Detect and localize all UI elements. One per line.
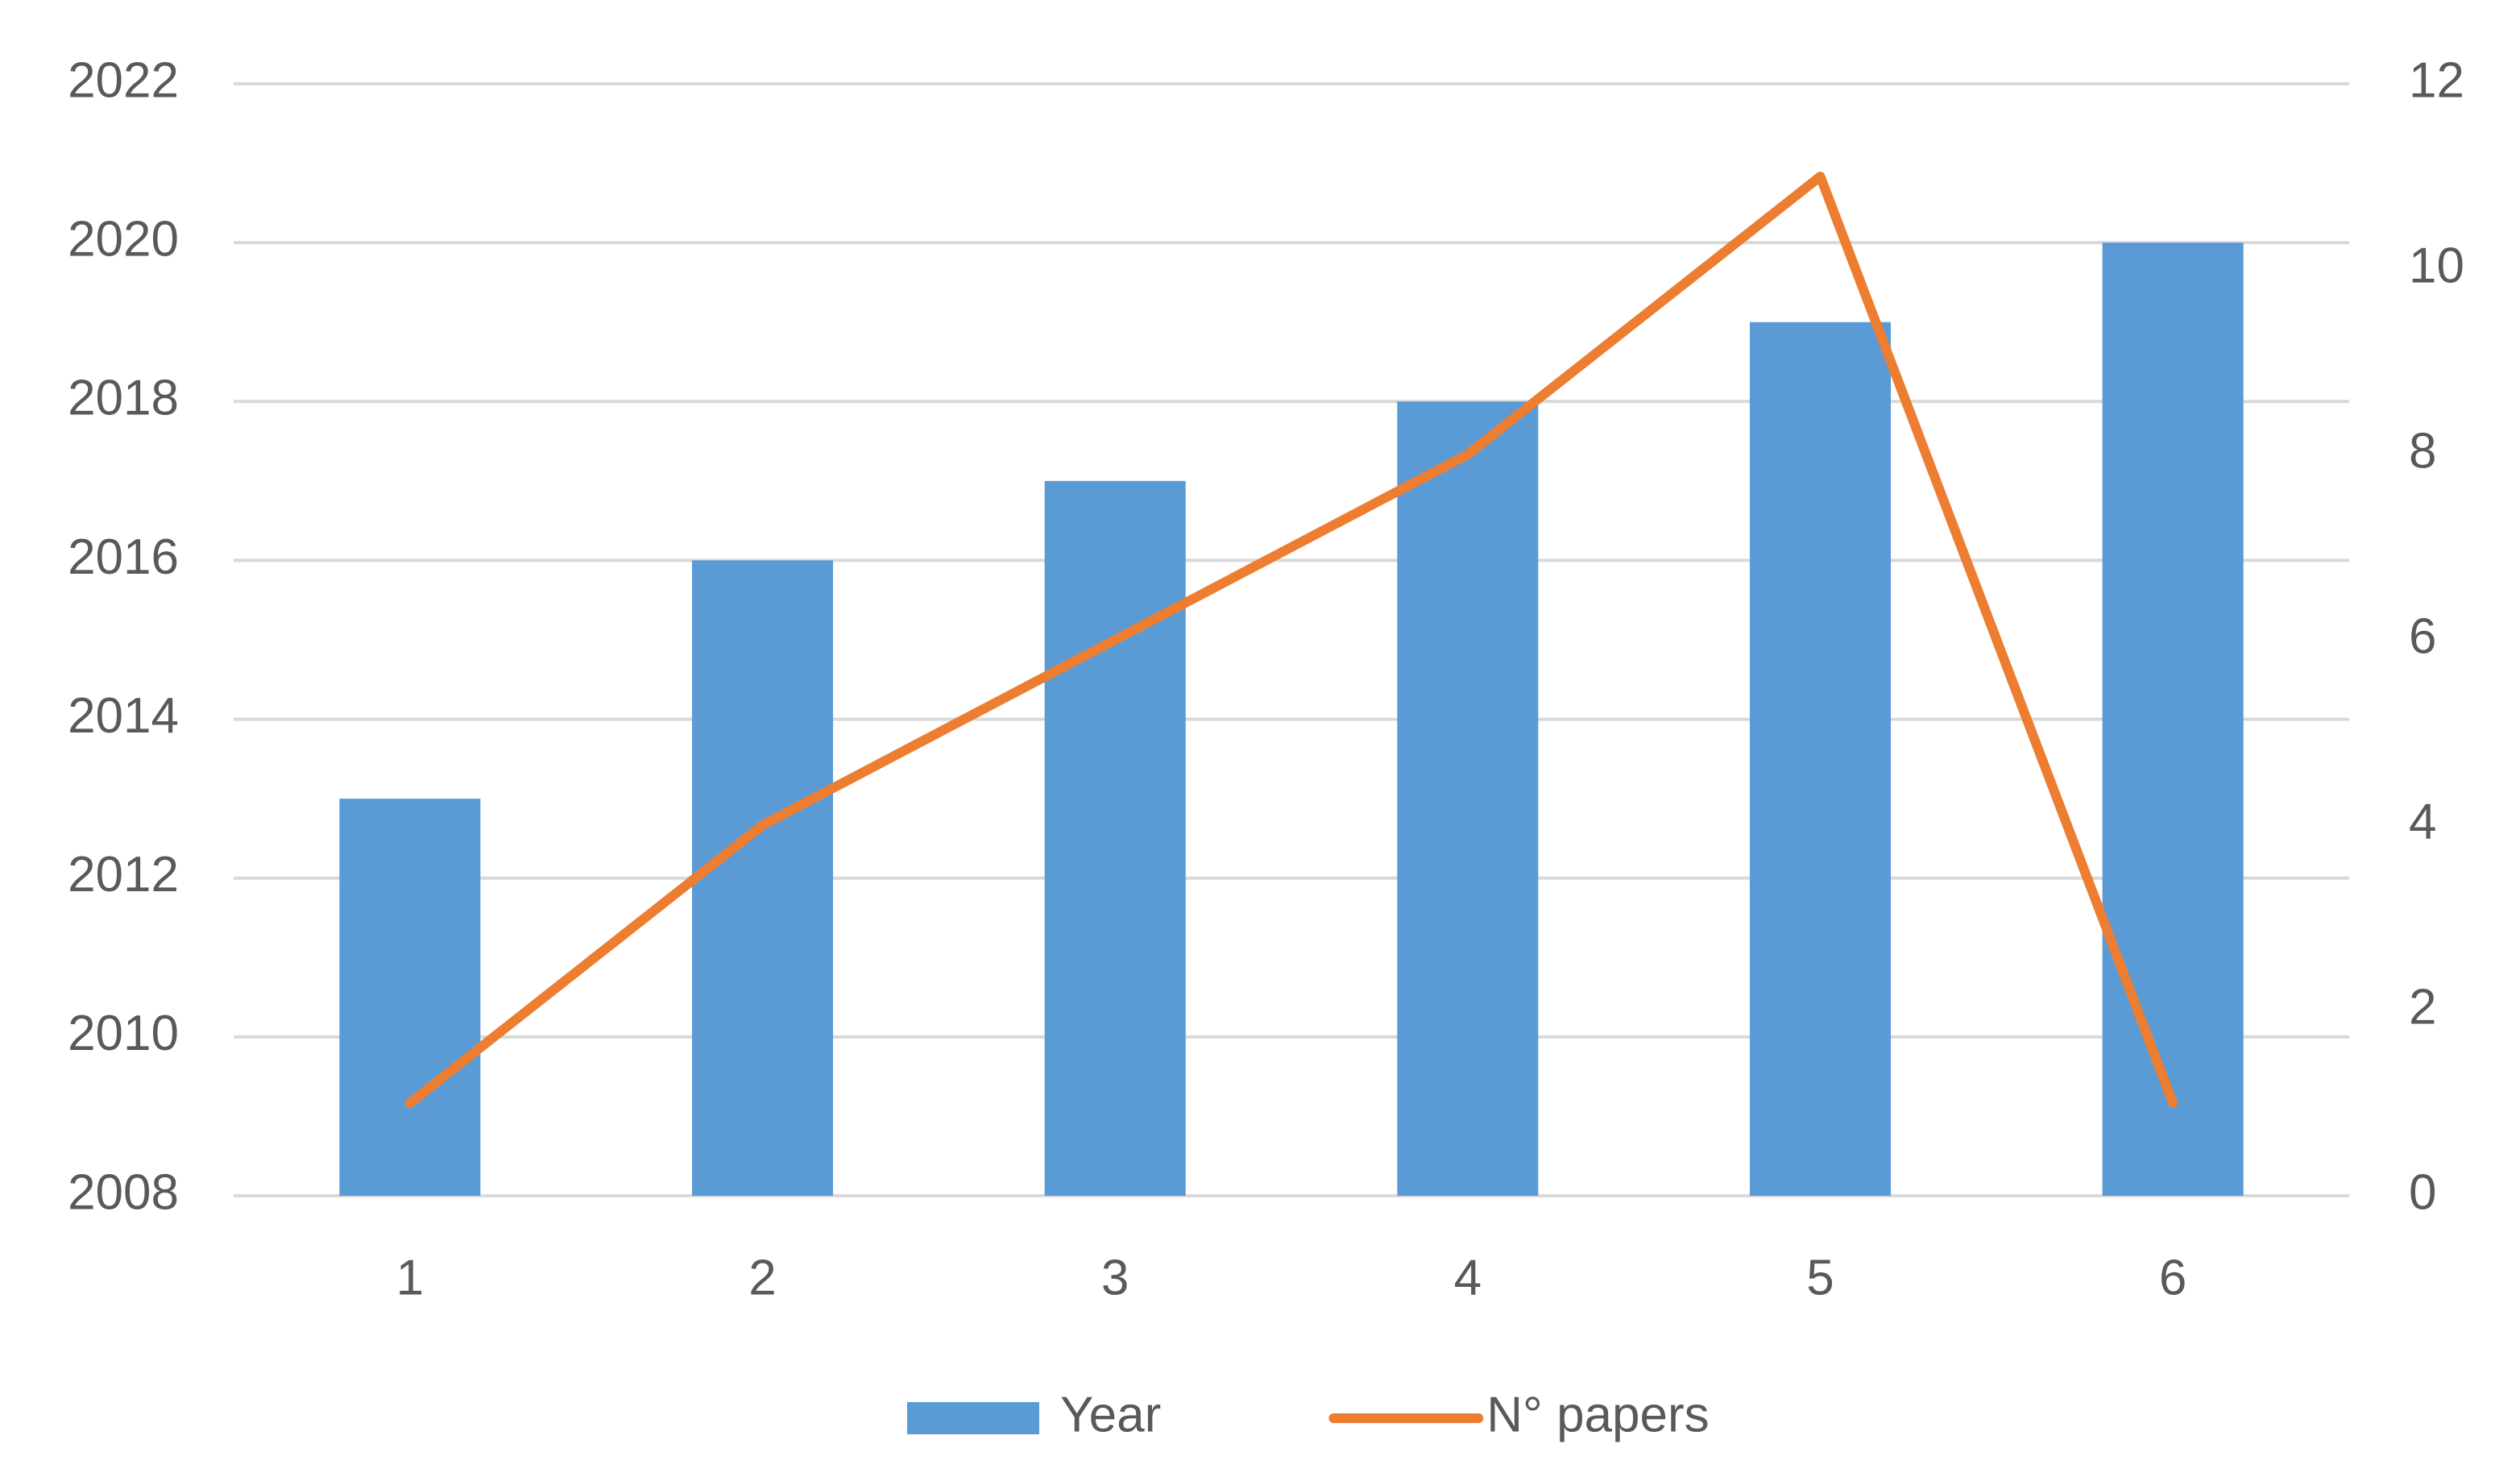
y-tick-label: 2018 [68, 371, 179, 426]
legend-swatch [907, 1402, 1039, 1434]
y-tick-label: 2010 [68, 1006, 179, 1061]
y-tick-label: 2008 [68, 1164, 179, 1220]
bar [1749, 322, 1892, 1196]
bar [339, 799, 481, 1196]
legend-label: Year [1060, 1387, 1161, 1442]
x-tick-label: 6 [2159, 1250, 2186, 1305]
line [404, 172, 2178, 1108]
y2-tick-label: 2 [2409, 979, 2436, 1035]
x-tick-label: 2 [748, 1250, 776, 1305]
y-tick-label: 2022 [68, 52, 179, 108]
y2-tick-label: 0 [2409, 1164, 2436, 1220]
legend-label: N° papers [1486, 1387, 1709, 1442]
y-tick-label: 2016 [68, 529, 179, 585]
y2-tick-label: 6 [2409, 608, 2436, 664]
bar [1397, 401, 1539, 1196]
y-tick-label: 2012 [68, 847, 179, 902]
x-tick-label: 1 [396, 1250, 424, 1305]
bar [2102, 243, 2244, 1197]
x-tick-label: 3 [1101, 1250, 1129, 1305]
bar [691, 560, 834, 1196]
y2-tick-label: 8 [2409, 423, 2436, 479]
y-tick-label: 2020 [68, 212, 179, 268]
bar [1044, 480, 1186, 1196]
y2-tick-label: 4 [2409, 794, 2436, 849]
x-tick-label: 5 [1806, 1250, 1834, 1305]
x-tick-label: 4 [1454, 1250, 1482, 1305]
y2-tick-label: 10 [2409, 238, 2464, 293]
y-tick-label: 2014 [68, 688, 179, 744]
y2-tick-label: 12 [2409, 52, 2464, 108]
